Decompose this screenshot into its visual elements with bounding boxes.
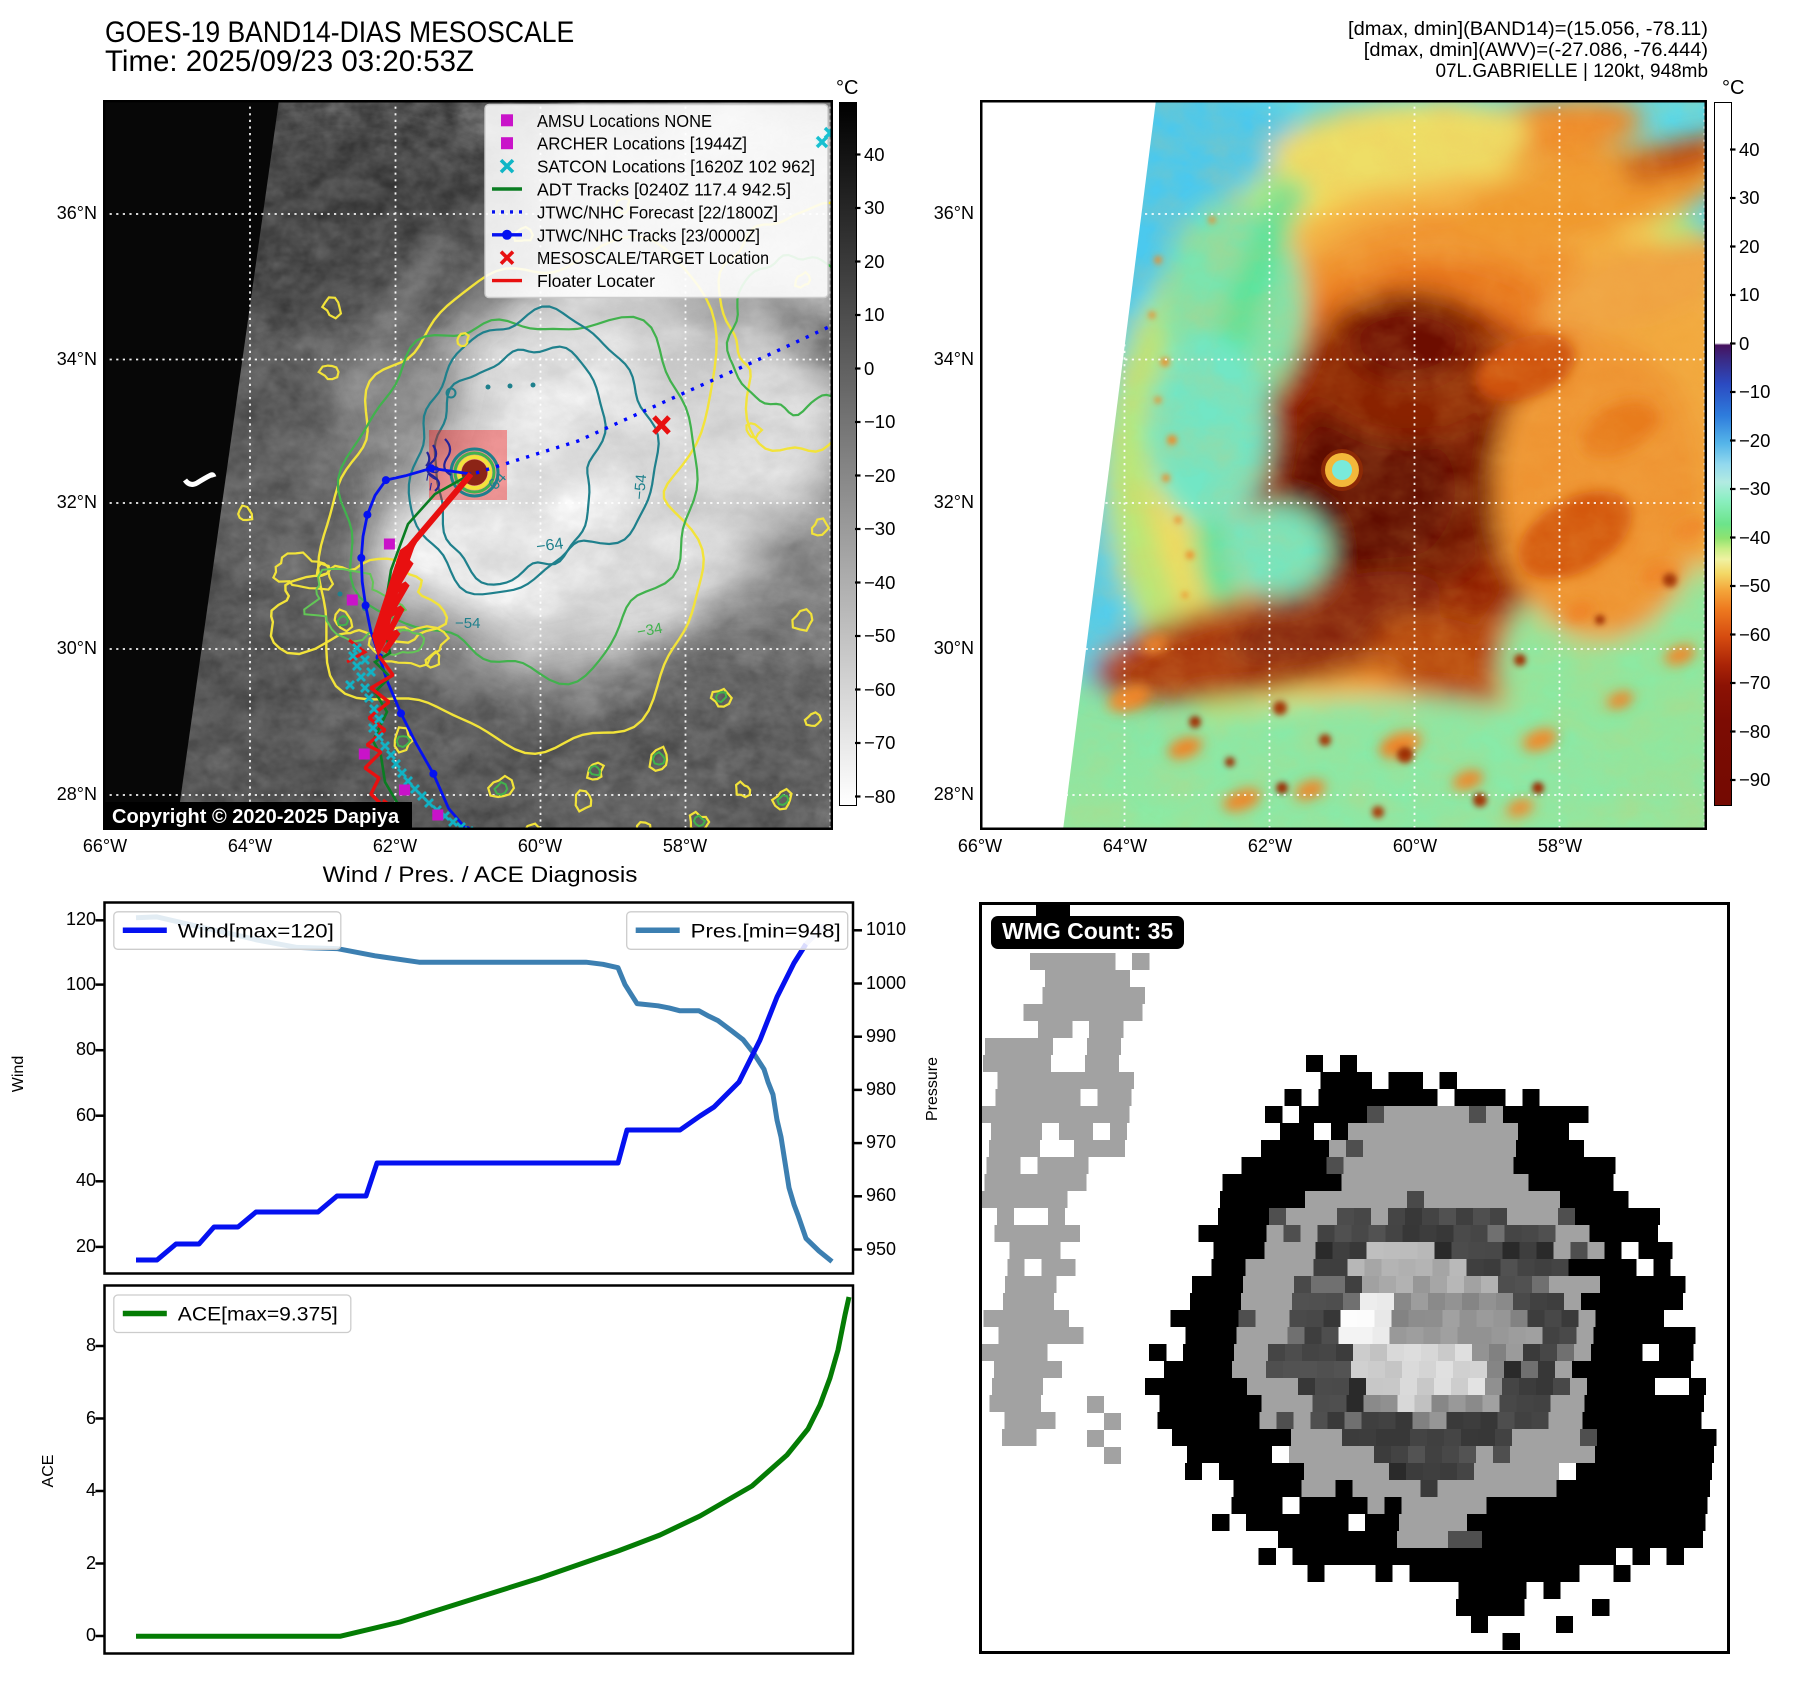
svg-text:ARCHER Locations [1944Z]: ARCHER Locations [1944Z] [537, 134, 747, 154]
svg-text:−76: −76 [422, 464, 443, 493]
svg-text:JTWC/NHC Tracks [23/0000Z]: JTWC/NHC Tracks [23/0000Z] [537, 225, 760, 245]
svg-text:−54: −54 [455, 615, 480, 632]
svg-text:−64: −64 [535, 535, 564, 556]
svg-text:Copyright © 2020-2025 Dapiya: Copyright © 2020-2025 Dapiya [112, 806, 400, 828]
svg-text:MESOSCALE/TARGET Location: MESOSCALE/TARGET Location [537, 248, 769, 268]
svg-text:JTWC/NHC Forecast [22/1800Z]: JTWC/NHC Forecast [22/1800Z] [537, 202, 778, 222]
svg-text:AMSU Locations NONE: AMSU Locations NONE [537, 111, 712, 131]
svg-text:ADT Tracks [0240Z 117.4 942.5]: ADT Tracks [0240Z 117.4 942.5] [537, 180, 791, 200]
svg-text:Floater Locater: Floater Locater [537, 271, 655, 291]
svg-text:−34: −34 [636, 620, 664, 641]
svg-text:ACE[max=9.375]: ACE[max=9.375] [178, 1304, 338, 1326]
svg-text:SATCON Locations [1620Z 102 96: SATCON Locations [1620Z 102 962] [537, 157, 815, 177]
svg-text:−54: −54 [631, 474, 650, 501]
svg-text:Wind[max=120]: Wind[max=120] [178, 920, 334, 942]
svg-text:Pres.[min=948]: Pres.[min=948] [691, 920, 841, 942]
